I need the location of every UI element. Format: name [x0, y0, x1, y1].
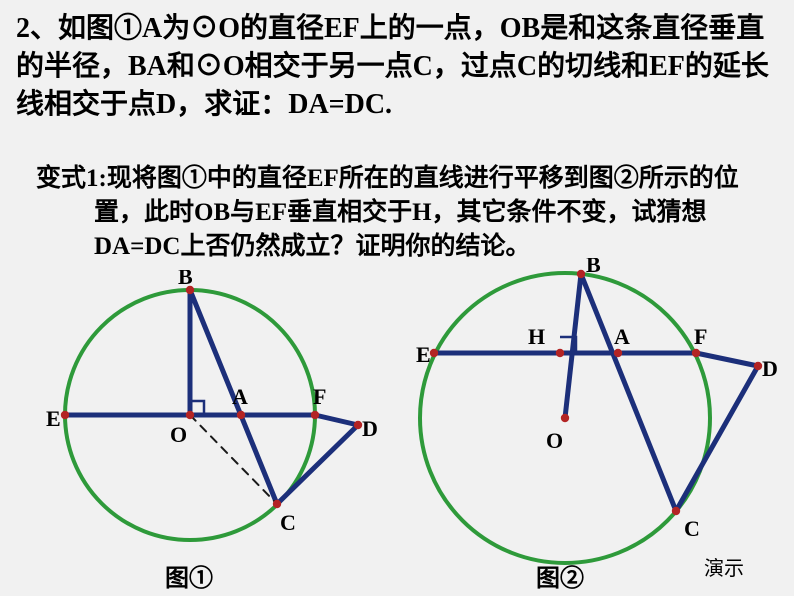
svg-text:E: E — [46, 406, 61, 431]
svg-text:A: A — [614, 324, 630, 349]
svg-text:O: O — [546, 428, 563, 453]
problem-statement: 2、如图①A为⊙O的直径EF上的一点，OB是和这条直径垂直的半径，BA和⊙O相交… — [16, 10, 776, 123]
svg-text:O: O — [170, 422, 187, 447]
svg-text:F: F — [694, 324, 707, 349]
variant-statement: 变式1:现将图①中的直径EF所在的直线进行平移到图②所示的位置，此时OB与EF垂… — [36, 162, 776, 263]
diagram-1: B E O A F D C — [30, 270, 400, 575]
svg-text:D: D — [762, 356, 778, 381]
svg-text:F: F — [313, 384, 326, 409]
svg-text:C: C — [280, 510, 296, 535]
svg-text:B: B — [586, 258, 601, 277]
diagram-2-caption: 图② — [536, 558, 584, 593]
svg-text:B: B — [178, 270, 193, 289]
diagram-2-svg: B E H A F D O C — [400, 258, 794, 568]
svg-text:A: A — [232, 384, 248, 409]
svg-text:E: E — [416, 342, 431, 367]
svg-text:H: H — [528, 324, 545, 349]
diagram-1-svg: B E O A F D C — [30, 270, 400, 570]
diagram-2: B E H A F D O C — [400, 258, 794, 573]
svg-text:D: D — [362, 416, 378, 441]
diagram-1-caption: 图① — [165, 558, 213, 593]
demo-label: 演示 — [704, 552, 744, 581]
svg-text:C: C — [684, 516, 700, 541]
